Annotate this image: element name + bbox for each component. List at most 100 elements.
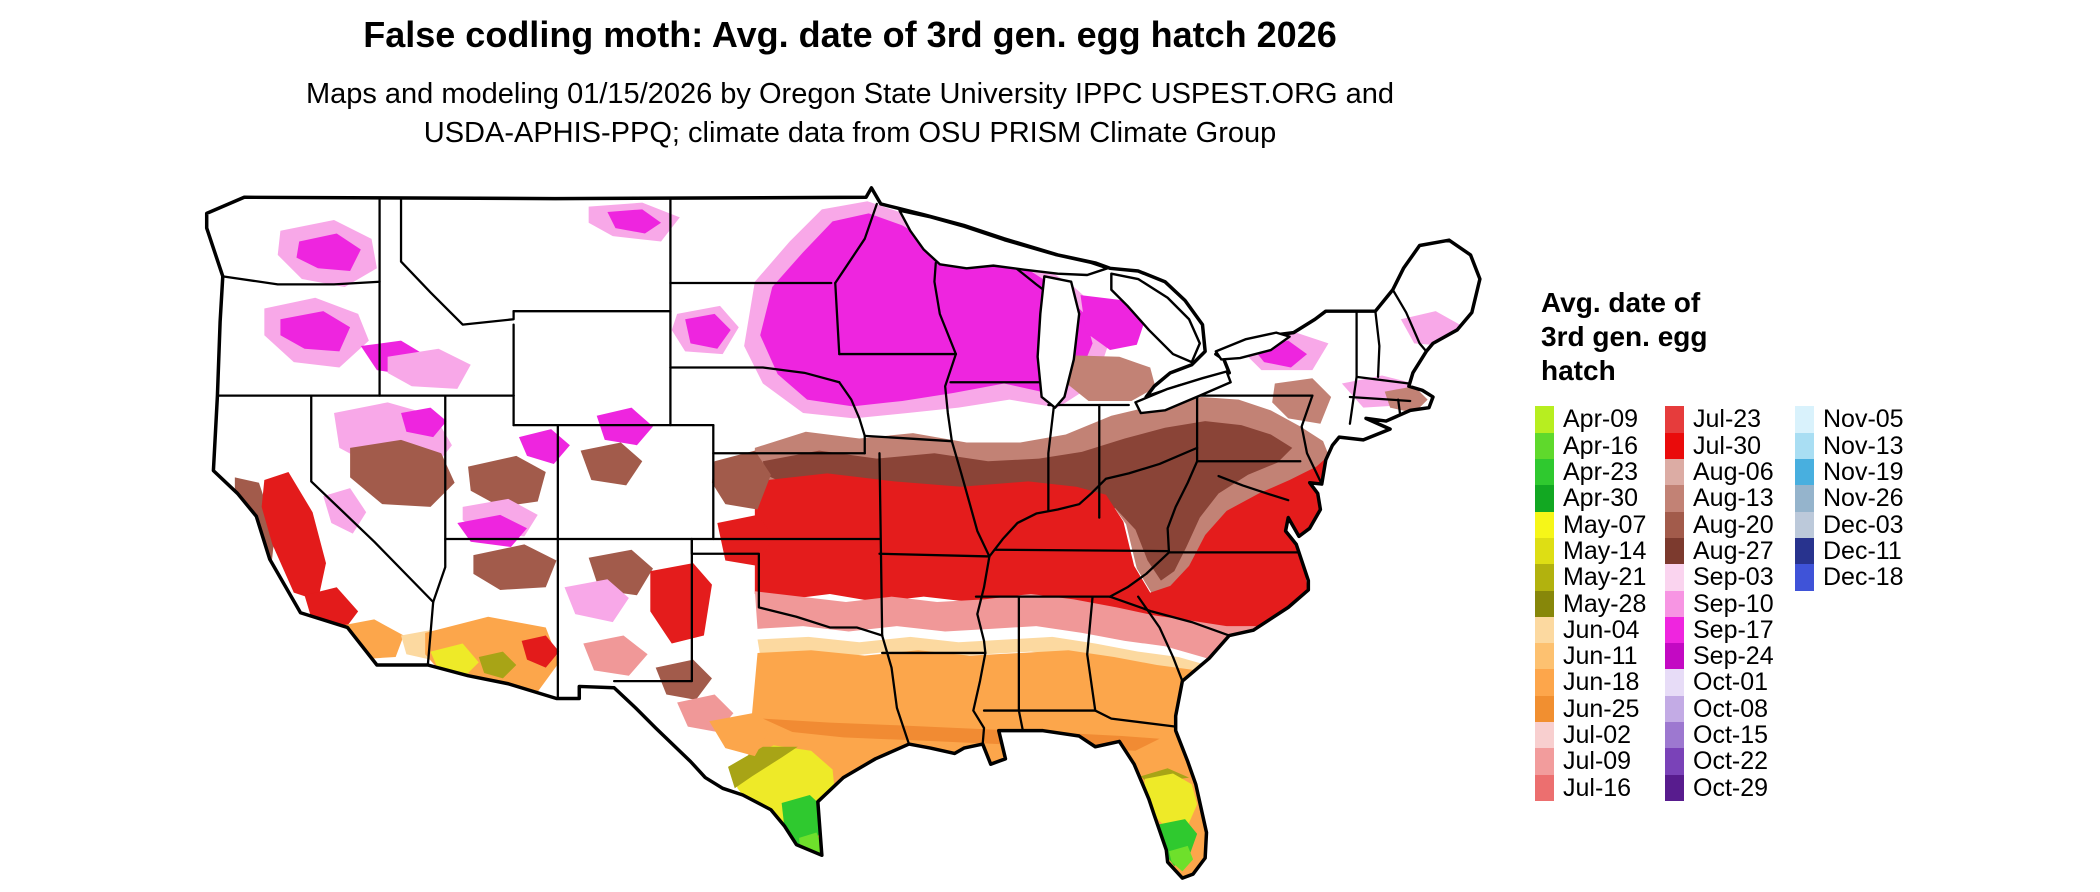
legend-label: Jun-11 [1563, 642, 1638, 671]
legend-entry: Oct-22 [1665, 747, 1795, 776]
legend-swatch [1535, 669, 1554, 696]
legend-label: Dec-18 [1823, 563, 1904, 592]
legend-swatch [1665, 590, 1684, 617]
legend-swatch [1665, 432, 1684, 460]
legend-swatch [1795, 459, 1814, 486]
legend-swatch [1665, 564, 1684, 591]
legend-swatch [1535, 564, 1554, 591]
legend-column-3: Nov-05 Nov-13 Nov-19 Nov-26 Dec-03 Dec-11 Dec-… [1795, 405, 1925, 592]
legend-swatch [1535, 485, 1554, 512]
lake-huron [1110, 272, 1201, 364]
legend-swatch [1795, 537, 1814, 565]
legend-label: May-14 [1563, 536, 1647, 565]
legend-entry: May-14 [1535, 538, 1665, 564]
legend-swatch [1665, 459, 1684, 486]
legend-swatch [1665, 722, 1684, 749]
us-map [200, 185, 1500, 885]
legend-label: Aug-13 [1693, 484, 1774, 513]
legend-label: Nov-19 [1823, 458, 1904, 487]
map-color-regions [206, 187, 1480, 879]
legend-label: Apr-16 [1563, 431, 1639, 460]
legend-swatch [1665, 643, 1684, 670]
legend-entry: Jul-23 [1665, 405, 1795, 434]
legend: Avg. date of 3rd gen. egg hatch Apr-09 Ap… [1535, 286, 2095, 801]
legend-entry: Dec-03 [1795, 510, 1925, 539]
legend-title-line-1: Avg. date of [1541, 287, 1701, 318]
legend-label: Jul-23 [1693, 405, 1762, 434]
legend-entry: Jul-16 [1535, 774, 1665, 801]
legend-label: Jun-18 [1563, 668, 1640, 697]
lake-erie [1134, 370, 1232, 415]
legend-column-1: Apr-09 Apr-16 Apr-23 Apr-30 May-07 May-14 May-… [1535, 405, 1665, 801]
legend-label: Nov-26 [1823, 484, 1904, 513]
legend-swatch [1535, 616, 1554, 644]
legend-label: Oct-22 [1693, 747, 1769, 776]
legend-label: Nov-05 [1823, 405, 1904, 434]
legend-entry: Nov-13 [1795, 431, 1925, 460]
legend-label: Jul-02 [1563, 721, 1632, 750]
legend-swatch [1535, 511, 1554, 538]
lake-ontario [1214, 331, 1291, 361]
legend-swatch [1535, 432, 1554, 460]
legend-entry: Jun-18 [1535, 668, 1665, 697]
legend-swatch [1535, 774, 1554, 801]
legend-entry: Aug-20 [1665, 511, 1795, 538]
legend-swatch [1665, 406, 1684, 433]
legend-swatch [1535, 406, 1554, 433]
legend-column-2: Jul-23 Jul-30 Aug-06 Aug-13 Aug-20 Aug-27 Sep-… [1665, 405, 1795, 801]
legend-entry: Aug-13 [1665, 484, 1795, 513]
legend-swatch [1665, 511, 1684, 538]
page-title: False codling moth: Avg. date of 3rd gen… [363, 14, 1337, 55]
legend-label: Sep-03 [1693, 563, 1774, 592]
legend-label: Aug-27 [1693, 536, 1774, 565]
legend-entry: Apr-16 [1535, 431, 1665, 460]
legend-label: Jun-25 [1563, 694, 1640, 723]
subtitle-line-2: USDA-APHIS-PPQ; climate data from OSU PR… [423, 117, 1277, 149]
legend-label: Dec-03 [1823, 510, 1904, 539]
legend-entry: Jun-25 [1535, 694, 1665, 723]
lake-michigan [1036, 275, 1081, 409]
legend-entry: Nov-26 [1795, 484, 1925, 513]
map-header: False codling moth: Avg. date of 3rd gen… [0, 14, 1700, 156]
legend-entry: May-21 [1535, 564, 1665, 591]
legend-swatch [1795, 511, 1814, 538]
legend-swatch [1535, 590, 1554, 617]
legend-label: Sep-17 [1693, 615, 1774, 644]
legend-entry: Sep-17 [1665, 617, 1795, 643]
legend-entry: Oct-29 [1665, 774, 1795, 801]
legend-swatch [1795, 432, 1814, 460]
legend-entry: May-07 [1535, 511, 1665, 538]
legend-title-line-3: hatch [1541, 355, 1616, 387]
legend-label: Sep-10 [1693, 589, 1774, 618]
legend-entry: Oct-08 [1665, 695, 1795, 723]
legend-swatch [1665, 616, 1684, 644]
legend-swatch [1665, 537, 1684, 565]
us-map-svg [204, 186, 1482, 880]
legend-entry: Aug-06 [1665, 459, 1795, 485]
great-lakes [898, 209, 1291, 415]
legend-swatch [1665, 695, 1684, 723]
legend-columns: Apr-09 Apr-16 Apr-23 Apr-30 May-07 May-14 May-… [1535, 405, 2095, 801]
legend-entry: May-28 [1535, 589, 1665, 618]
legend-label: Oct-01 [1693, 668, 1769, 697]
legend-label: May-28 [1563, 589, 1647, 618]
legend-entry: Jul-02 [1535, 722, 1665, 748]
legend-entry: Nov-05 [1795, 405, 1925, 434]
legend-label: Apr-30 [1563, 484, 1639, 513]
legend-entry: Apr-09 [1535, 405, 1665, 434]
legend-swatch [1795, 406, 1814, 433]
legend-entry: Jul-09 [1535, 747, 1665, 776]
legend-swatch [1535, 748, 1554, 775]
legend-entry: Jun-11 [1535, 643, 1665, 669]
legend-swatch [1535, 459, 1554, 486]
legend-label: Jul-09 [1563, 747, 1632, 776]
legend-title-line-2: 3rd gen. egg [1541, 321, 1708, 353]
legend-entry: Oct-15 [1665, 722, 1795, 748]
legend-entry: Nov-19 [1795, 459, 1925, 485]
legend-swatch [1535, 695, 1554, 723]
legend-label: Nov-13 [1823, 431, 1904, 460]
legend-entry: Sep-10 [1665, 589, 1795, 618]
legend-label: Apr-09 [1563, 405, 1639, 434]
legend-swatch [1665, 669, 1684, 696]
legend-entry: Jun-04 [1535, 617, 1665, 643]
